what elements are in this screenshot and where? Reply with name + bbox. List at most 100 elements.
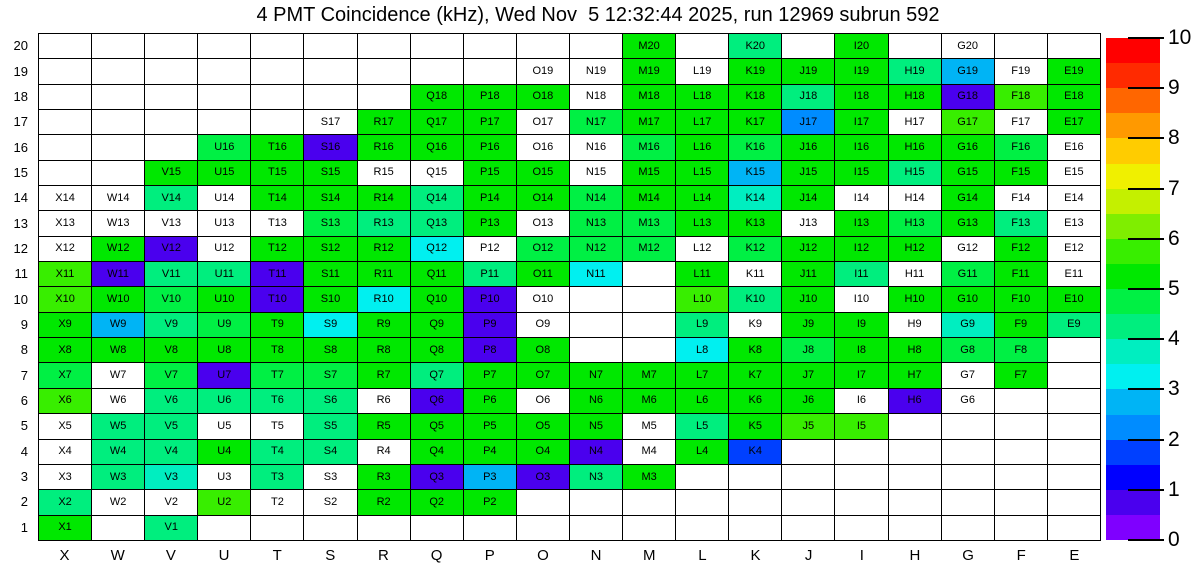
heatmap-cell: K19 bbox=[728, 58, 783, 85]
heatmap-cell bbox=[1046, 413, 1102, 440]
heatmap-cell: S16 bbox=[303, 134, 358, 161]
column-label: R bbox=[378, 547, 389, 564]
heatmap-cell: J13 bbox=[781, 210, 836, 237]
heatmap-cell bbox=[91, 159, 146, 187]
heatmap-cell: F13 bbox=[993, 210, 1048, 237]
heatmap-cell: P16 bbox=[462, 134, 517, 161]
heatmap-cell bbox=[1046, 337, 1102, 364]
heatmap-cell: N7 bbox=[568, 362, 624, 389]
heatmap-cell: T6 bbox=[250, 387, 305, 415]
heatmap-cell bbox=[675, 489, 730, 516]
heatmap-cell bbox=[1046, 489, 1102, 516]
heatmap-cell bbox=[568, 311, 624, 339]
colorbar-band bbox=[1106, 63, 1160, 89]
heatmap-cell: V10 bbox=[144, 286, 199, 313]
heatmap-cell: L10 bbox=[675, 286, 730, 313]
heatmap-cell: I13 bbox=[834, 210, 889, 237]
heatmap-cell: X6 bbox=[37, 387, 93, 415]
heatmap-cell: H7 bbox=[887, 362, 942, 389]
heatmap-cell: L9 bbox=[675, 311, 730, 339]
heatmap-cell: G9 bbox=[940, 311, 995, 339]
heatmap-cell: R9 bbox=[356, 311, 411, 339]
heatmap-cell: P7 bbox=[462, 362, 517, 389]
heatmap-cell: T14 bbox=[250, 185, 305, 212]
colorbar-band bbox=[1106, 439, 1160, 466]
heatmap-cell: R17 bbox=[356, 109, 411, 136]
heatmap-cell: T5 bbox=[250, 413, 305, 440]
heatmap-cell: J5 bbox=[781, 413, 836, 440]
colorbar-band bbox=[1106, 489, 1160, 516]
heatmap-cell: S15 bbox=[303, 159, 358, 187]
heatmap-cell: H17 bbox=[887, 109, 942, 136]
colorbar-tick bbox=[1128, 288, 1164, 290]
heatmap-cell bbox=[1046, 438, 1102, 465]
colorbar-tick-label: 8 bbox=[1168, 126, 1180, 150]
column-label: L bbox=[698, 547, 707, 564]
heatmap-cell: H11 bbox=[887, 261, 942, 288]
colorbar-band bbox=[1106, 113, 1160, 139]
row-label: 18 bbox=[13, 88, 28, 104]
column-label: M bbox=[642, 547, 656, 564]
heatmap-cell: N16 bbox=[568, 134, 624, 161]
heatmap-cell: G12 bbox=[940, 235, 995, 263]
heatmap-cell: O5 bbox=[515, 413, 570, 440]
heatmap-cell: K18 bbox=[728, 83, 783, 111]
heatmap-cell: J8 bbox=[781, 337, 836, 364]
colorbar-band bbox=[1106, 263, 1160, 290]
heatmap-cell: F11 bbox=[993, 261, 1048, 288]
heatmap-cell: G6 bbox=[940, 387, 995, 415]
heatmap-cell: L11 bbox=[675, 261, 730, 288]
heatmap-cell: Q8 bbox=[409, 337, 464, 364]
heatmap-cell: X11 bbox=[37, 261, 93, 288]
colorbar-tick bbox=[1128, 37, 1164, 39]
heatmap-cell: U14 bbox=[197, 185, 252, 212]
heatmap-cell bbox=[781, 463, 836, 491]
heatmap-cell: N4 bbox=[568, 438, 624, 465]
heatmap-cell bbox=[462, 58, 517, 85]
heatmap-cell: W13 bbox=[91, 210, 146, 237]
heatmap-cell: P15 bbox=[462, 159, 517, 187]
colorbar-tick-label: 3 bbox=[1168, 377, 1180, 401]
colorbar-band bbox=[1106, 213, 1160, 240]
heatmap-cell bbox=[940, 489, 995, 516]
column-label: E bbox=[1069, 547, 1080, 564]
heatmap-cell: R13 bbox=[356, 210, 411, 237]
heatmap-cell: V11 bbox=[144, 261, 199, 288]
colorbar-tick-label: 2 bbox=[1168, 427, 1180, 451]
heatmap-cell: F10 bbox=[993, 286, 1048, 313]
heatmap-cell: W2 bbox=[91, 489, 146, 516]
heatmap-cell: E17 bbox=[1046, 109, 1102, 136]
column-label: J bbox=[804, 547, 813, 564]
heatmap-cell: T10 bbox=[250, 286, 305, 313]
heatmap-cell bbox=[144, 109, 199, 136]
heatmap-cell: E13 bbox=[1046, 210, 1102, 237]
row-label: 12 bbox=[13, 240, 28, 256]
colorbar-band bbox=[1106, 289, 1160, 315]
heatmap-cell: P2 bbox=[462, 489, 517, 516]
heatmap-cell: G16 bbox=[940, 134, 995, 161]
heatmap-cell: I6 bbox=[834, 387, 889, 415]
heatmap-cell: N14 bbox=[568, 185, 624, 212]
heatmap-cell: N15 bbox=[568, 159, 624, 187]
heatmap-cell: W12 bbox=[91, 235, 146, 263]
column-label: S bbox=[325, 547, 336, 564]
heatmap-cell bbox=[250, 58, 305, 85]
heatmap-cell: W9 bbox=[91, 311, 146, 339]
heatmap-cell: R7 bbox=[356, 362, 411, 389]
heatmap-cell: L5 bbox=[675, 413, 730, 440]
heatmap-cell: T15 bbox=[250, 159, 305, 187]
heatmap-cell: P17 bbox=[462, 109, 517, 136]
colorbar-tick bbox=[1128, 338, 1164, 341]
heatmap-cell: K4 bbox=[728, 438, 783, 465]
heatmap-cell bbox=[887, 413, 942, 440]
colorbar-band bbox=[1106, 188, 1160, 215]
heatmap-cell: H8 bbox=[887, 337, 942, 364]
heatmap-cell: U11 bbox=[197, 261, 252, 288]
heatmap-cell bbox=[37, 109, 93, 136]
heatmap-cell: R6 bbox=[356, 387, 411, 415]
heatmap-cell: N6 bbox=[568, 387, 624, 415]
heatmap-cell: F12 bbox=[993, 235, 1048, 263]
column-label: X bbox=[59, 547, 70, 564]
heatmap-cell bbox=[197, 58, 252, 85]
